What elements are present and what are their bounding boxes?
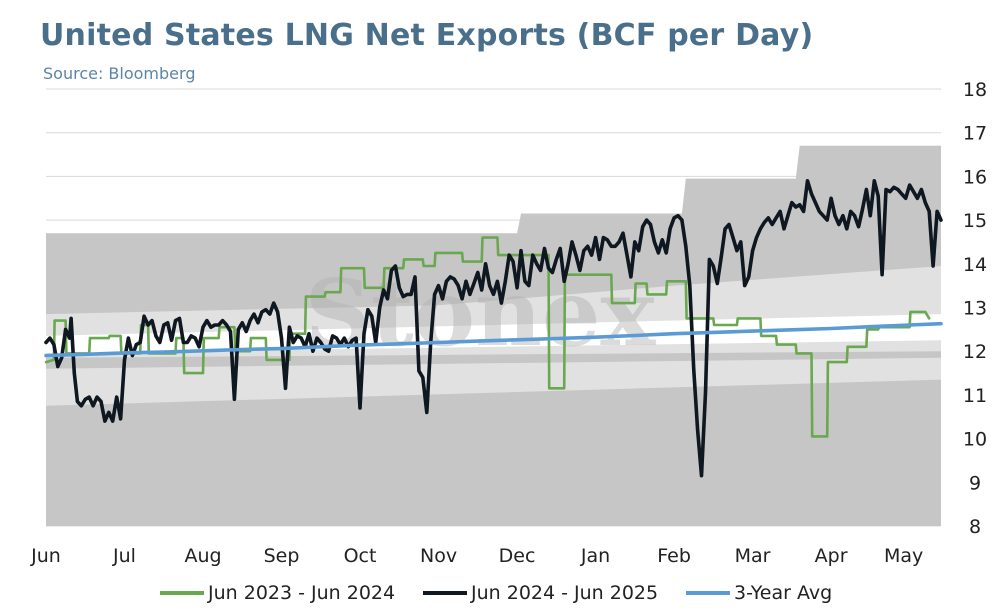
legend-label-2024: Jun 2024 - Jun 2025 (471, 582, 659, 604)
x-axis: Jun Jul Aug Sep Oct Nov Dec Jan Feb Mar Apr May (30, 545, 923, 567)
y-tick-label-15: 15 (963, 210, 987, 232)
y-axis: 8 9 10 11 12 13 14 15 16 17 18 (963, 79, 987, 538)
chart-subtitle: Source: Bloomberg (43, 64, 196, 83)
y-tick-label-12: 12 (963, 341, 987, 363)
x-tick-label-sep: Sep (264, 545, 300, 567)
x-tick-label-may: May (884, 545, 923, 567)
y-tick-label-14: 14 (963, 254, 987, 276)
x-tick-label-apr: Apr (815, 545, 848, 567)
y-tick-label-9: 9 (969, 472, 981, 494)
legend-item-2023: Jun 2023 - Jun 2024 (160, 582, 395, 604)
series-line-2024 (44, 179, 943, 478)
y-tick-label-10: 10 (963, 429, 987, 451)
legend-swatch-2023 (160, 591, 204, 595)
legend-label-avg: 3-Year Avg (734, 582, 833, 604)
chart-title: United States LNG Net Exports (BCF per D… (40, 18, 814, 53)
x-tick-label-feb: Feb (657, 545, 691, 567)
legend-item-avg: 3-Year Avg (686, 582, 832, 604)
x-tick-label-jun: Jun (30, 545, 61, 567)
x-tick-label-mar: Mar (735, 545, 771, 567)
x-tick-label-jan: Jan (580, 545, 610, 567)
y-tick-label-17: 17 (963, 123, 987, 145)
x-tick-label-jul: Jul (112, 545, 136, 567)
y-tick-label-18: 18 (963, 79, 987, 101)
series-line-3yr-avg (44, 321, 943, 358)
y-tick-label-13: 13 (963, 298, 987, 320)
band-lower (46, 357, 941, 406)
legend-swatch-avg (686, 591, 730, 595)
x-tick-label-dec: Dec (499, 545, 536, 567)
chart-legend: Jun 2023 - Jun 2024 Jun 2024 - Jun 2025 … (0, 582, 994, 606)
x-tick-label-aug: Aug (184, 545, 221, 567)
x-tick-label-nov: Nov (420, 545, 457, 567)
legend-item-2024: Jun 2024 - Jun 2025 (423, 582, 658, 604)
y-tick-label-8: 8 (969, 516, 981, 538)
range-bands (46, 145, 941, 527)
legend-label-2023: Jun 2023 - Jun 2024 (208, 582, 396, 604)
y-tick-label-16: 16 (963, 166, 987, 188)
x-tick-label-oct: Oct (344, 545, 377, 567)
legend-swatch-2024 (423, 591, 467, 595)
y-tick-label-11: 11 (963, 385, 987, 407)
